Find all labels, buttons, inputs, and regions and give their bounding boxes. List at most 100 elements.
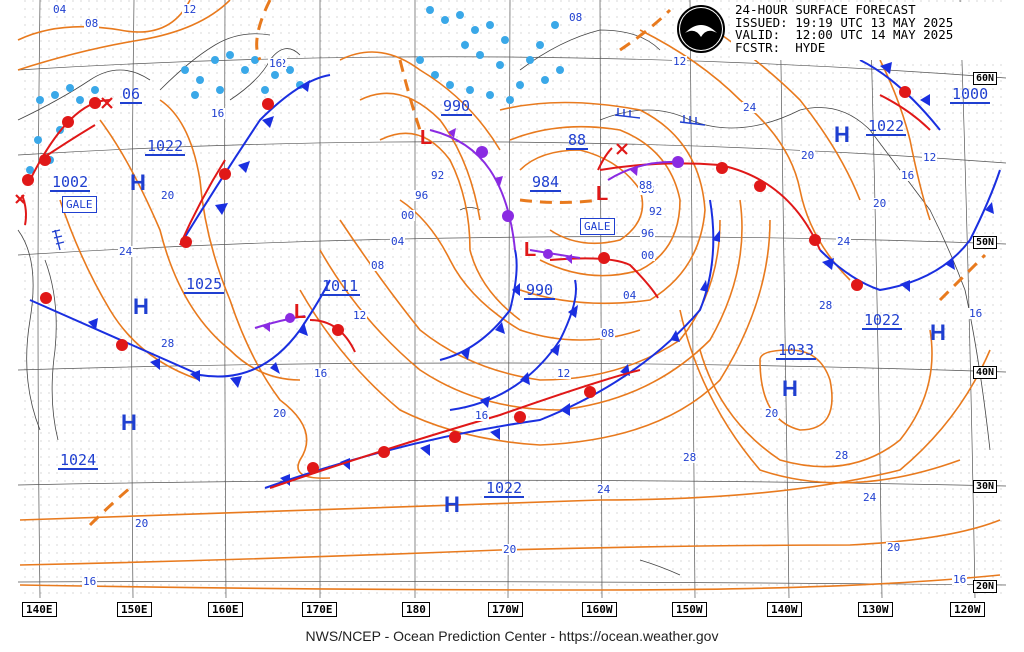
isobar-label: 24 xyxy=(596,483,612,496)
pressure-value: 1022 xyxy=(866,117,907,136)
high-center-label: H xyxy=(130,170,146,195)
forecast-header-text: 24-HOUR SURFACE FORECAST ISSUED: 19:19 UT… xyxy=(735,2,954,55)
isobar-label: 24 xyxy=(836,235,852,248)
forecast-header xyxy=(731,2,1003,60)
isobar-label: 20 xyxy=(764,407,780,420)
isobar-label: 92 xyxy=(430,169,446,182)
lon-label: 140W xyxy=(767,602,802,617)
isobar-label: 28 xyxy=(160,337,176,350)
isobar-label: 16 xyxy=(313,367,329,380)
isobar-label: 00 xyxy=(400,209,416,222)
high-center-label: H xyxy=(834,122,850,147)
header-forecaster: FCSTR: HYDE xyxy=(735,39,826,55)
isobar-label: 16 xyxy=(82,575,98,588)
isobar-label: 20 xyxy=(800,149,816,162)
isobar-label: 08 xyxy=(84,17,100,30)
lon-label: 170W xyxy=(488,602,523,617)
isobar-label: 16 xyxy=(968,307,984,320)
isobar-label: 04 xyxy=(622,289,638,302)
isobar-label: 24 xyxy=(118,245,134,258)
pressure-value: 06 xyxy=(120,85,143,104)
lon-label: 150E xyxy=(117,602,152,617)
pressure-value: 1022 xyxy=(862,311,903,330)
pressure-value: 990 xyxy=(524,281,556,300)
isobar-label: 04 xyxy=(390,235,406,248)
sea-ice xyxy=(26,6,564,174)
isobars xyxy=(17,0,1001,591)
isobar-label: 04 xyxy=(52,3,68,16)
lon-label: 160W xyxy=(582,602,617,617)
isobar-label: 20 xyxy=(502,543,518,556)
isobar-label: 88 xyxy=(638,179,654,192)
low-center-label: L xyxy=(524,239,537,261)
isobar-label: 00 xyxy=(640,249,656,262)
pressure-value: 1002 xyxy=(50,173,91,192)
isobar-label: 28 xyxy=(834,449,850,462)
isobar-label: 20 xyxy=(160,189,176,202)
pressure-value: 1022 xyxy=(145,137,186,156)
isobar-label: 24 xyxy=(862,491,878,504)
isobar-label: 08 xyxy=(600,327,616,340)
isobar-label: 28 xyxy=(682,451,698,464)
isobar-label: 08 xyxy=(568,11,584,24)
gale-warning-label: GALE xyxy=(62,196,97,213)
isobar-label: 12 xyxy=(672,55,688,68)
isobar-label: 24 xyxy=(742,101,758,114)
lat-label: 20N xyxy=(973,580,998,593)
lon-label: 150W xyxy=(672,602,707,617)
low-center-label: L xyxy=(420,127,433,149)
high-center-label: H xyxy=(444,492,460,517)
low-x-marks xyxy=(15,97,628,204)
isobar-label: 20 xyxy=(272,407,288,420)
lat-label: 60N xyxy=(973,72,998,85)
lon-label: 180 xyxy=(402,602,430,617)
pressure-value: 984 xyxy=(530,173,562,192)
pressure-value: 1033 xyxy=(776,341,817,360)
isobar-label: 12 xyxy=(182,3,198,16)
pressure-value: 1022 xyxy=(484,479,525,498)
high-center-label: H xyxy=(930,320,946,345)
lon-label: 140E xyxy=(22,602,57,617)
header-issued: ISSUED: 19:19 UTC 13 MAY 2025 xyxy=(735,14,954,30)
isobar-label: 92 xyxy=(648,205,664,218)
high-center-label: H xyxy=(782,376,798,401)
isobar-label: 16 xyxy=(210,107,226,120)
footer-credit: NWS/NCEP - Ocean Prediction Center - htt… xyxy=(305,628,719,644)
header-title: 24-HOUR SURFACE FORECAST xyxy=(735,2,916,17)
lon-label: 120W xyxy=(950,602,985,617)
troughs xyxy=(88,0,987,527)
pressure-value: 1025 xyxy=(184,275,225,294)
pressure-value: 1024 xyxy=(58,451,99,470)
isobar-label: 20 xyxy=(872,197,888,210)
low-center-label: L xyxy=(294,301,307,323)
isobar-label: 12 xyxy=(352,309,368,322)
gale-warning-label: GALE xyxy=(580,218,615,235)
isobar-label: 16 xyxy=(268,57,284,70)
isobar-label: 16 xyxy=(952,573,968,586)
lat-label: 40N xyxy=(973,366,998,379)
pressure-value: 990 xyxy=(441,97,473,116)
pressure-value: 1011 xyxy=(320,277,361,296)
isobar-label: 96 xyxy=(414,189,430,202)
occluded-front-marks xyxy=(262,128,684,332)
wind-barbs xyxy=(51,108,706,251)
isobar-label: 12 xyxy=(922,151,938,164)
high-center-label: H xyxy=(133,294,149,319)
lat-label: 50N xyxy=(973,236,998,249)
lon-label: 130W xyxy=(858,602,893,617)
isobar-label: 16 xyxy=(900,169,916,182)
isobar-label: 12 xyxy=(556,367,572,380)
isobar-label: 16 xyxy=(474,409,490,422)
pressure-value: 88 xyxy=(566,131,589,150)
warm-front-bumps xyxy=(22,86,911,474)
header-valid: VALID: 12:00 UTC 14 MAY 2025 xyxy=(735,27,954,42)
isobar-label: 20 xyxy=(886,541,902,554)
isobar-label: 96 xyxy=(640,227,656,240)
low-center-label: L xyxy=(596,183,609,205)
pressure-value: 1000 xyxy=(950,85,991,104)
lat-label: 30N xyxy=(973,480,998,493)
lon-label: 160E xyxy=(208,602,243,617)
high-center-label: H xyxy=(121,410,137,435)
isobar-label: 08 xyxy=(370,259,386,272)
